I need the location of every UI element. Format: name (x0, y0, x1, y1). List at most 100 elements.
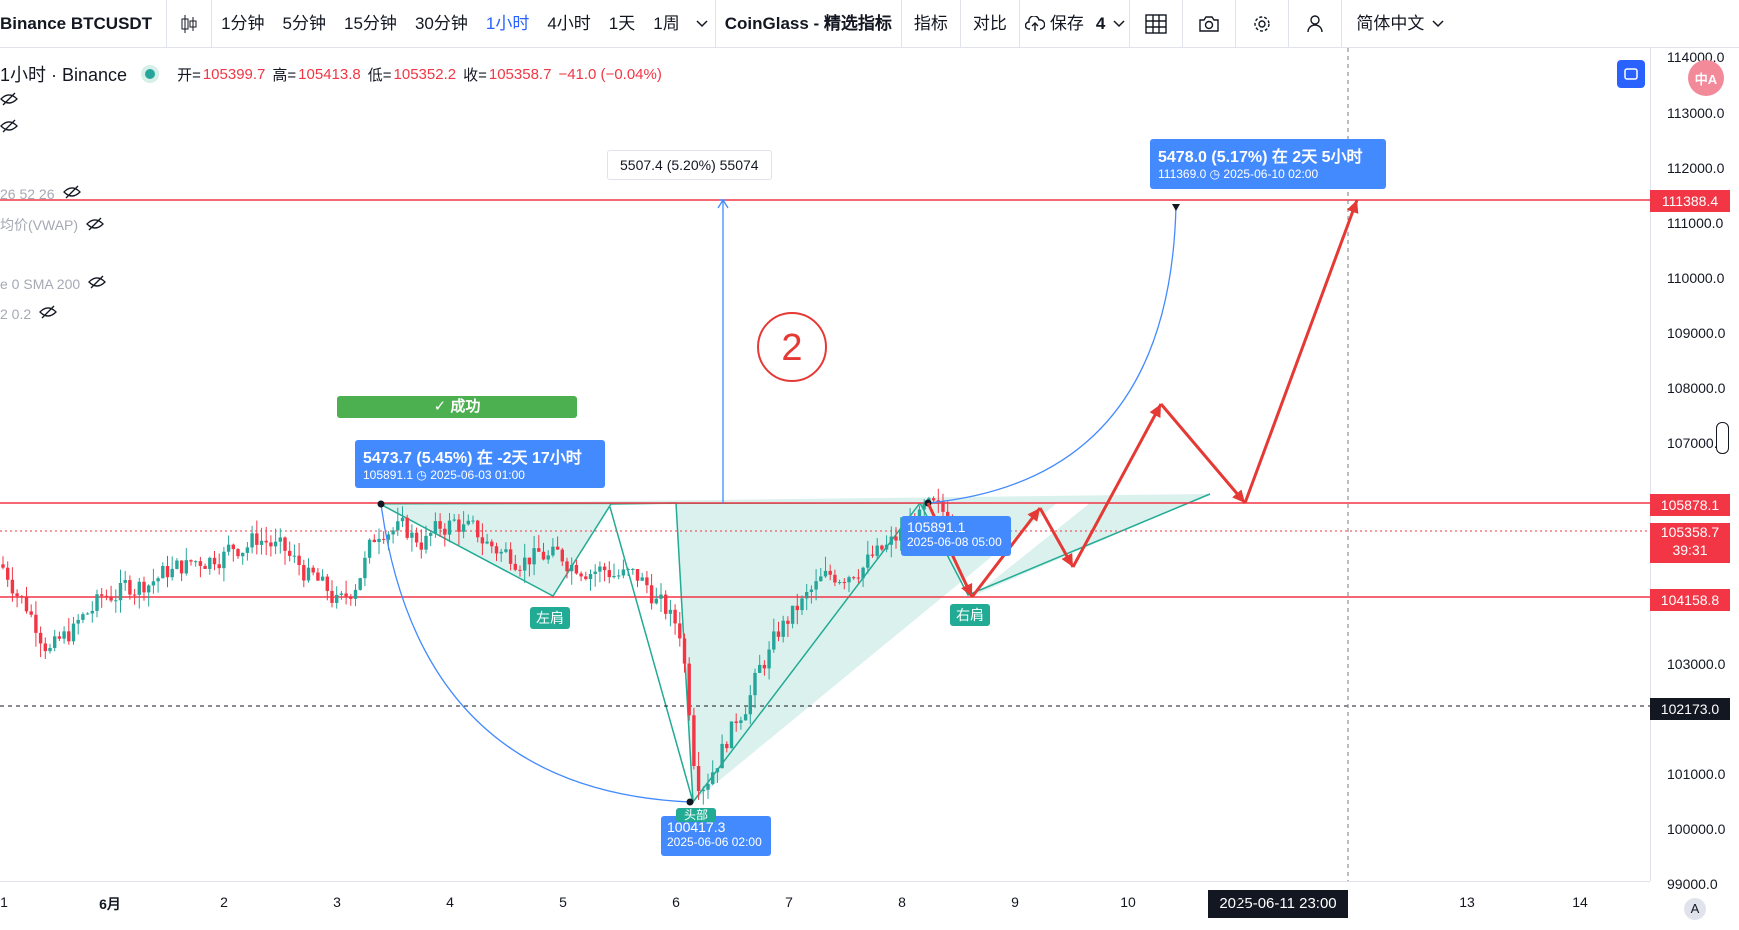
candle-body (523, 557, 527, 571)
chart-canvas[interactable]: 2 (0, 48, 1650, 881)
scroll-handle[interactable] (1716, 422, 1729, 454)
divider (959, 0, 961, 47)
time-axis[interactable]: 2025-06-11 23:00 1 6月 2 3 4 5 6 7 8 9 10 11 13 14 (0, 881, 1650, 930)
eye-off-icon[interactable] (0, 119, 18, 136)
eye-off-icon[interactable] (0, 92, 18, 109)
candle-body (438, 521, 442, 529)
candle-body (170, 568, 174, 578)
price-tick: 111000.0 (1667, 214, 1724, 231)
candle-body (57, 636, 62, 639)
candle-body (161, 566, 165, 579)
high-label: 高= (272, 66, 297, 84)
interval-30m[interactable]: 30分钟 (414, 14, 468, 33)
chevron-down-icon[interactable] (1109, 0, 1129, 47)
divider (1018, 0, 1020, 47)
compare-button[interactable]: 对比 (972, 14, 1007, 33)
candle-body (809, 589, 814, 592)
interval-1m[interactable]: 1分钟 (221, 14, 265, 33)
candle-body (203, 565, 207, 569)
high-value: 105413.8 (298, 65, 361, 83)
candle-body (767, 649, 771, 669)
candle-body (311, 567, 315, 573)
gear-icon[interactable] (1236, 0, 1288, 47)
indicator-row[interactable]: 2 0.2 (0, 305, 58, 322)
eye-off-icon[interactable] (62, 185, 81, 202)
chevron-down-icon[interactable] (1428, 0, 1448, 47)
candle-body (320, 576, 325, 581)
candle-body (720, 743, 724, 769)
market-status-dot (145, 69, 156, 79)
projection-arrow-head (1346, 200, 1359, 214)
projection-arrow (1243, 199, 1359, 504)
interval-5m[interactable]: 5分钟 (282, 14, 327, 33)
candle-body (866, 554, 870, 568)
eye-off-icon[interactable] (86, 217, 104, 234)
candle-body (452, 519, 456, 521)
candle-body (382, 538, 386, 540)
candle-body (250, 533, 254, 548)
prediction-callout-left[interactable]: 5473.7 (5.45%) 在 -2天 17小时 105891.1 ◷ 202… (355, 440, 605, 488)
translate-icon[interactable]: 中A (1688, 60, 1724, 96)
top-toolbar: Binance BTCUSDT 1分钟 5分钟 15分钟 30分钟 1小时 4小… (0, 0, 1739, 48)
open-value: 105399.7 (202, 65, 266, 83)
candle-body (593, 571, 597, 574)
indicators-button[interactable]: 指标 (913, 14, 948, 33)
candle-body (222, 551, 226, 569)
cloud-upload-icon[interactable] (1020, 0, 1050, 47)
candle-body (339, 593, 344, 595)
time-tick: 9 (1011, 894, 1019, 910)
anchor-point (377, 500, 385, 508)
candle-body (302, 565, 306, 581)
prediction-callout-right[interactable]: 5478.0 (5.17%) 在 2天 5小时 111369.0 ◷ 2025-… (1150, 139, 1386, 189)
candle-body (236, 549, 240, 557)
auto-button[interactable]: A (1684, 898, 1706, 920)
candle-body (283, 537, 287, 551)
indicator-label: e 0 SMA 200 (0, 275, 81, 292)
legend-title[interactable]: 1小时 · Binance (0, 65, 128, 85)
candle-body (631, 568, 635, 570)
interval-1d[interactable]: 1天 (608, 14, 636, 33)
price-tick: 100000.0 (1667, 820, 1726, 837)
eye-off-icon[interactable] (88, 275, 107, 292)
open-label: 开= (177, 66, 201, 84)
indicator-row[interactable]: 均价(VWAP) (0, 215, 104, 235)
candle-body (179, 560, 184, 574)
candle-body (621, 569, 626, 576)
measure-label[interactable]: 5507.4 (5.20%) 55074 (607, 150, 772, 180)
price-callout-low[interactable]: 100417.3 2025-06-06 02:00 (661, 816, 771, 856)
divider (1129, 0, 1131, 47)
user-icon[interactable] (1289, 0, 1341, 47)
candle-body (753, 672, 757, 696)
chevron-down-icon[interactable] (689, 0, 715, 47)
interval-15m[interactable]: 15分钟 (344, 14, 397, 33)
auto-scale-button[interactable] (1617, 60, 1645, 88)
indicator-row[interactable]: e 0 SMA 200 (0, 275, 107, 292)
indicator-row[interactable] (0, 92, 18, 109)
candle-body (100, 594, 104, 596)
interval-1h[interactable]: 1小时 (485, 14, 530, 33)
language-select[interactable]: 简体中文 (1356, 14, 1425, 33)
candle-body (48, 647, 52, 652)
circle-number-ring (757, 312, 827, 382)
candle-body (875, 545, 879, 556)
price-label: 102173.0 (1650, 698, 1730, 721)
layout-grid-icon[interactable] (1130, 0, 1182, 47)
coinglass-indicators[interactable]: CoinGlass - 精选指标 (724, 14, 892, 33)
camera-icon[interactable] (1183, 0, 1235, 47)
symbol-name[interactable]: Binance BTCUSDT (0, 13, 153, 33)
candle-body (156, 578, 160, 582)
save-button[interactable]: 保存 (1049, 14, 1084, 33)
price-axis[interactable]: 114000.0 113000.0 112000.0 111000.0 110000.0… (1650, 48, 1739, 892)
indicator-row[interactable]: 26 52 26 (0, 185, 81, 202)
eye-off-icon[interactable] (39, 305, 58, 322)
candles-icon[interactable] (167, 0, 211, 47)
interval-4h[interactable]: 4小时 (547, 14, 591, 33)
candle-body (518, 569, 522, 571)
pattern-fill (380, 494, 1210, 802)
interval-1w[interactable]: 1周 (653, 14, 680, 33)
time-tick: 2 (220, 894, 228, 910)
indicator-row[interactable] (0, 119, 18, 136)
price-callout-mid[interactable]: 105891.1 2025-06-08 05:00 (901, 516, 1011, 556)
layout-count[interactable]: 4 (1095, 14, 1106, 33)
indicator-label: 2 0.2 (0, 305, 32, 322)
